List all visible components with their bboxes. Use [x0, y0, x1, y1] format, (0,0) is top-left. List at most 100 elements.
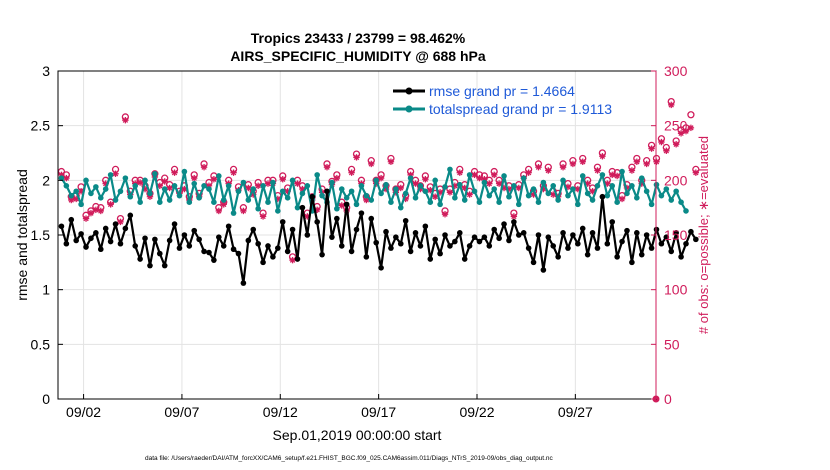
totalspread-series: [58, 166, 689, 216]
asterisk-stroke: [211, 176, 217, 182]
rmse-point: [555, 254, 561, 260]
totalspread-point: [284, 195, 291, 201]
rmse-point: [481, 234, 488, 240]
totalspread-point: [678, 199, 684, 205]
rmse-point: [663, 234, 670, 240]
totalspread-point: [437, 201, 443, 208]
asterisk-stroke: [461, 185, 468, 191]
totalspread-point: [555, 197, 561, 203]
y-tick-label-right: 0: [664, 391, 672, 407]
rmse-point: [614, 254, 620, 260]
totalspread-point: [393, 186, 399, 192]
obs-evaluated-marker: [412, 180, 419, 187]
rmse-point: [73, 237, 79, 244]
rmse-point: [550, 243, 557, 249]
totalspread-point: [452, 195, 458, 201]
asterisk-stroke: [299, 186, 306, 192]
totalspread-point: [156, 199, 163, 205]
y-tick-label-right: 50: [664, 336, 680, 352]
rmse-point: [289, 226, 296, 233]
asterisk-stroke: [280, 176, 286, 182]
x-tick-label: 09/17: [361, 404, 396, 420]
obs-evaluated-marker: [191, 174, 198, 182]
rmse-point: [270, 254, 276, 260]
asterisk-stroke: [673, 141, 679, 147]
rmse-point: [417, 243, 424, 249]
rmse-point: [275, 245, 281, 251]
rmse-point: [265, 243, 271, 249]
totalspread-point: [673, 188, 679, 195]
totalspread-point: [496, 199, 502, 205]
obs-evaluated-marker: [289, 256, 296, 264]
obs-evaluated-marker: [525, 169, 532, 176]
asterisk-stroke: [693, 169, 699, 176]
totalspread-point: [383, 181, 389, 188]
obs-evaluated-marker: [692, 169, 700, 176]
totalspread-point: [270, 179, 276, 186]
totalspread-point: [107, 172, 114, 178]
rmse-point: [535, 232, 542, 238]
totalspread-point: [112, 197, 119, 203]
totalspread-point: [186, 199, 193, 205]
rmse-point: [107, 238, 114, 245]
totalspread-point: [211, 199, 217, 205]
legend-rmse-marker: [405, 87, 413, 95]
totalspread-point: [417, 183, 424, 189]
rmse-point: [329, 234, 335, 240]
obs-evaluated-marker: [491, 171, 498, 179]
rmse-point: [358, 210, 365, 216]
totalspread-point: [643, 188, 650, 195]
totalspread-point: [604, 192, 611, 199]
totalspread-point: [171, 183, 178, 189]
rmse-point: [102, 225, 109, 232]
legend: rmse grand pr = 1.4664 totalspread grand…: [393, 83, 612, 117]
totalspread-point: [230, 210, 237, 216]
totalspread-point: [299, 190, 306, 197]
totalspread-point: [619, 168, 625, 175]
totalspread-point: [78, 201, 84, 208]
obs-evaluated-marker: [456, 169, 463, 176]
rmse-point: [584, 251, 591, 258]
obs-evaluated-marker: [136, 179, 144, 186]
totalspread-point: [147, 190, 153, 197]
rmse-point: [688, 228, 694, 235]
totalspread-point: [294, 204, 301, 211]
totalspread-point: [599, 172, 606, 178]
totalspread-point: [506, 193, 512, 200]
asterisk-stroke: [525, 169, 532, 176]
rmse-point: [515, 232, 522, 238]
totalspread-point: [663, 186, 670, 192]
asterisk-stroke: [516, 185, 522, 191]
obs-evaluated-marker: [259, 213, 267, 220]
asterisk-stroke: [88, 210, 94, 216]
rmse-point: [629, 259, 635, 266]
asterisk-stroke: [545, 167, 552, 174]
y-tick-label: 0: [42, 391, 50, 407]
obs-evaluated-marker: [112, 170, 119, 177]
x-tick-label: 09/27: [558, 404, 593, 420]
totalspread-point: [422, 188, 429, 195]
totalspread-point: [658, 192, 665, 199]
totalspread-point: [58, 175, 65, 181]
rmse-point: [486, 243, 493, 249]
rmse-point: [196, 236, 202, 243]
totalspread-point: [629, 183, 635, 189]
totalspread-point: [432, 177, 438, 184]
obs-evaluated-marker: [338, 202, 345, 209]
obs-evaluated-marker: [682, 127, 690, 135]
obs-evaluated-marker: [559, 164, 567, 171]
rmse-point: [511, 219, 517, 225]
rmse-point: [304, 232, 311, 238]
rmse-point: [147, 262, 153, 269]
y-axis-right: 0 50 100 150 200 250 300: [651, 63, 688, 407]
rmse-point: [501, 221, 507, 227]
totalspread-point: [166, 197, 173, 203]
asterisk-stroke: [629, 167, 635, 174]
obs-evaluated-marker: [353, 154, 360, 161]
rmse-series: [58, 188, 699, 286]
x-axis-label: Sep.01,2019 00:00:00 start: [273, 427, 442, 443]
obs-evaluated-marker: [672, 141, 680, 148]
totalspread-point: [304, 183, 311, 189]
totalspread-point: [402, 190, 409, 197]
obs-evaluated-marker: [171, 169, 178, 176]
